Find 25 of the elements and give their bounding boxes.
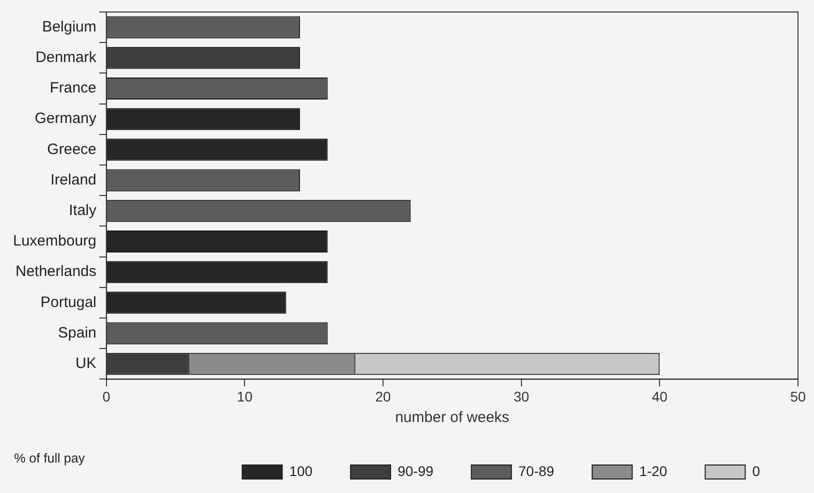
y-tick-label: Ireland — [50, 171, 96, 188]
legend-label: 0 — [752, 462, 760, 479]
y-tick-label: Portugal — [40, 294, 96, 311]
legend-title: % of full pay — [14, 450, 86, 466]
x-tick-label: 0 — [102, 388, 110, 404]
legend-label: 100 — [289, 462, 313, 479]
legend-label: 1-20 — [639, 462, 668, 479]
x-tick-label: 30 — [514, 388, 530, 404]
y-tick-label: Spain — [58, 324, 96, 342]
legend-label: 70-89 — [518, 462, 554, 479]
y-tick-label: Denmark — [36, 49, 97, 66]
y-tick-label: Netherlands — [15, 263, 96, 280]
y-tick-label: France — [50, 80, 96, 97]
y-tick-label: Luxembourg — [12, 232, 96, 250]
x-tick-label: 10 — [236, 388, 253, 404]
y-tick-label: Italy — [68, 202, 97, 220]
x-axis-title: number of weeks — [395, 409, 510, 426]
y-tick-label: Greece — [47, 140, 96, 158]
x-tick-label: 50 — [790, 388, 806, 404]
y-tick-label: Belgium — [42, 18, 96, 36]
x-tick-label: 20 — [375, 388, 392, 404]
x-tick-label: 40 — [652, 388, 668, 404]
legend-label: 90-99 — [398, 462, 434, 479]
y-tick-label: Germany — [34, 110, 97, 128]
y-tick-label: UK — [76, 355, 96, 372]
